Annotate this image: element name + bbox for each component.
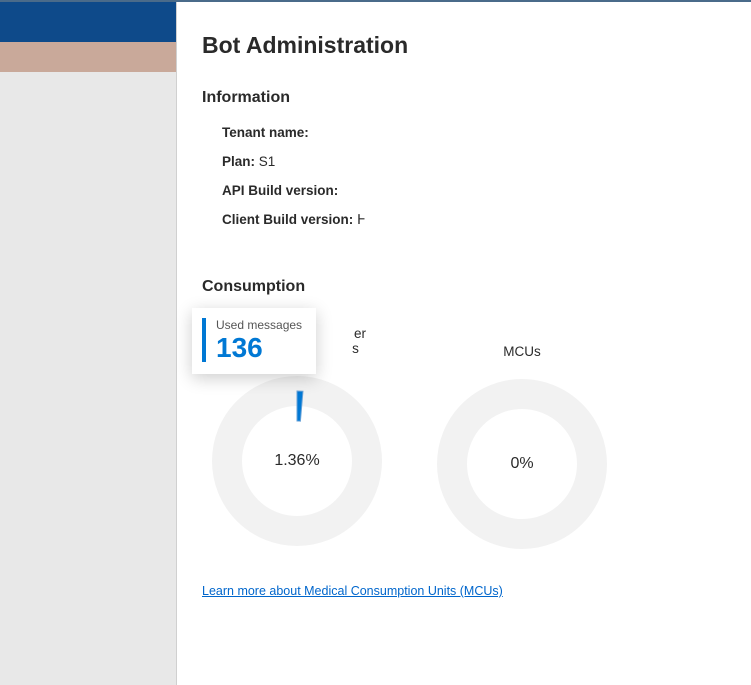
chart-label-fragment: er <box>354 326 366 341</box>
chart-label: MCUs <box>427 326 617 359</box>
donut-chart-mcus: 0% <box>432 374 612 554</box>
sidebar <box>0 2 176 685</box>
info-value: S1 <box>259 154 276 169</box>
main-content: Bot Administration Information Tenant na… <box>176 2 751 685</box>
page-title: Bot Administration <box>202 32 726 59</box>
info-label: API Build version: <box>222 183 338 198</box>
tooltip-label: Used messages <box>216 318 302 332</box>
tooltip-content: Used messages 136 <box>216 318 302 362</box>
consumption-heading: Consumption <box>202 278 726 296</box>
information-heading: Information <box>202 89 726 107</box>
info-row-api-build: API Build version: <box>222 183 726 198</box>
donut-center-text: 0% <box>510 455 533 473</box>
information-list: Tenant name: Plan: S1 API Build version:… <box>202 125 726 228</box>
donut-fill-slice <box>297 391 303 421</box>
chart-label-fragment: s <box>352 341 359 356</box>
learn-more-link[interactable]: Learn more about Medical Consumption Uni… <box>202 584 503 598</box>
info-row-plan: Plan: S1 <box>222 154 726 169</box>
sidebar-header <box>0 2 176 42</box>
information-section: Information Tenant name: Plan: S1 API Bu… <box>202 89 726 228</box>
info-label: Tenant name: <box>222 125 309 140</box>
consumption-section: Consumption Used messages 136 XXXXXXXXXX… <box>202 278 726 600</box>
info-value: Ͱ <box>357 212 366 227</box>
tooltip-card: Used messages 136 <box>192 308 316 374</box>
tooltip-value: 136 <box>216 334 302 362</box>
info-row-client-build: Client Build version: Ͱ <box>222 212 726 228</box>
info-label: Plan: <box>222 154 255 169</box>
donut-chart-messages: 1.36% <box>207 371 387 551</box>
sidebar-subheader <box>0 42 176 72</box>
info-row-tenant: Tenant name: <box>222 125 726 140</box>
tooltip-accent-bar <box>202 318 206 362</box>
chart-block-mcus: MCUs 0% <box>427 326 617 554</box>
donut-center-text: 1.36% <box>274 452 319 470</box>
info-label: Client Build version: <box>222 212 353 227</box>
